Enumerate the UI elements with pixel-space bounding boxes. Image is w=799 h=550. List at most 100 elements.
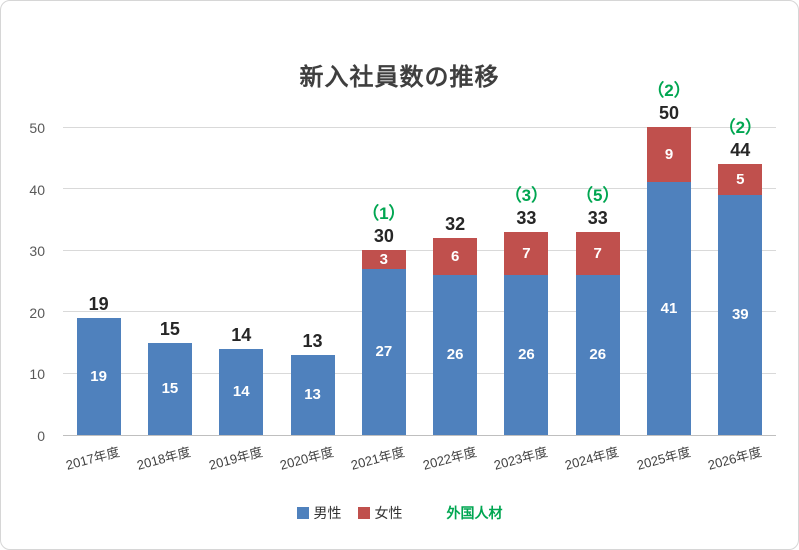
x-axis-slot: 2022年度 — [419, 438, 490, 488]
segment-value-label: 19 — [90, 368, 107, 385]
segment-value-label: 27 — [375, 343, 393, 361]
bar-stack: 6 26 — [433, 237, 478, 435]
x-axis-label: 2019年度 — [207, 444, 264, 473]
segment-value-label: 15 — [161, 380, 179, 398]
bar-stack: 5 39 — [718, 164, 763, 435]
x-axis-slot: 2021年度 — [348, 438, 419, 488]
foreign-count-label: （3） — [504, 185, 549, 205]
bar-group: 15 15 — [134, 128, 205, 435]
x-axis-slot: 2020年度 — [277, 438, 348, 488]
gridline — [63, 249, 776, 251]
segment-value-label: 9 — [664, 146, 674, 164]
bar-segment-male: 39 — [718, 194, 763, 435]
segment-value-label: 13 — [304, 386, 321, 404]
gridline — [63, 127, 776, 128]
x-axis-label: 2026年度 — [706, 444, 764, 473]
total-value-label: 13 — [302, 330, 323, 351]
female-color-swatch — [357, 507, 370, 519]
bar-segment-male: 14 — [219, 348, 264, 435]
bar-segment-male: 13 — [290, 354, 335, 435]
y-axis: 0 10 20 30 40 50 — [1, 120, 53, 444]
bar-stack: 9 41 — [647, 127, 692, 435]
x-axis-slot: 2017年度 — [63, 438, 134, 488]
bar-group: 19 19 — [63, 128, 134, 435]
bar-group: 14 14 — [206, 128, 277, 435]
bar-stack: 3 27 — [361, 250, 406, 435]
total-value-label: 33 — [587, 207, 608, 228]
bar-segment-male: 26 — [433, 274, 478, 435]
bar-segment-female: 3 — [361, 250, 406, 269]
x-axis-slot: 2018年度 — [134, 438, 205, 488]
bar-group: 13 13 — [277, 128, 348, 435]
x-axis-slot: 2019年度 — [206, 438, 277, 488]
x-axis-label: 2022年度 — [420, 444, 478, 473]
legend-label-male: 男性 — [313, 505, 342, 521]
bar-segment-male: 41 — [647, 182, 692, 435]
total-value-label: 30 — [373, 226, 394, 247]
x-axis: 2017年度 2018年度 2019年度 2020年度 2021年度 2022年度 2023… — [63, 438, 776, 488]
bar-segment-male: 26 — [504, 274, 549, 435]
gridline — [63, 188, 776, 190]
bar-stack: 7 26 — [504, 231, 549, 435]
x-axis-slot: 2025年度 — [633, 438, 704, 488]
male-color-swatch — [296, 507, 309, 519]
total-value-label: 14 — [231, 324, 252, 345]
segment-value-label: 3 — [379, 250, 388, 268]
bar-group: （2） 44 5 39 — [705, 118, 776, 435]
total-value-label: 19 — [88, 294, 109, 314]
foreign-count-label: （2） — [718, 118, 763, 138]
x-axis-label: 2018年度 — [135, 444, 193, 473]
bar-segment-male: 19 — [76, 318, 121, 435]
x-axis-label: 2025年度 — [634, 444, 692, 473]
bar-group: （3） 33 7 26 — [491, 128, 562, 435]
segment-value-label: 26 — [589, 346, 607, 364]
segment-value-label: 26 — [518, 346, 535, 364]
x-axis-slot: 2026年度 — [705, 438, 776, 488]
legend-label-female: 女性 — [374, 505, 403, 521]
y-tick-label: 30 — [29, 243, 45, 260]
segment-value-label: 39 — [731, 306, 749, 324]
bar-segment-female: 5 — [718, 164, 763, 195]
y-tick-label: 20 — [29, 304, 45, 321]
y-tick-label: 40 — [29, 181, 45, 198]
bar-segment-male: 27 — [361, 268, 406, 435]
bar-stack: 19 — [76, 318, 121, 435]
x-axis-label: 2017年度 — [64, 444, 122, 473]
total-value-label: 32 — [445, 213, 466, 234]
x-axis-slot: 2023年度 — [491, 438, 562, 488]
bar-segment-male: 15 — [147, 342, 192, 435]
bar-segment-female: 6 — [433, 237, 478, 275]
bar-segment-female: 7 — [575, 231, 620, 275]
bar-segment-female: 9 — [647, 127, 692, 183]
x-axis-label: 2023年度 — [492, 444, 550, 473]
legend-item-foreign: 外国人材 — [419, 503, 503, 523]
bar-segment-male: 26 — [575, 274, 620, 435]
y-tick-label: 50 — [29, 120, 45, 136]
segment-value-label: 5 — [736, 170, 745, 188]
foreign-count-label: （5） — [575, 185, 620, 205]
x-axis-slot: 2024年度 — [562, 438, 633, 488]
bar-stack: 14 — [219, 348, 264, 435]
segment-value-label: 41 — [660, 300, 678, 318]
total-value-label: 44 — [730, 140, 751, 161]
bar-stack: 7 26 — [575, 231, 620, 435]
legend-item-female: 女性 — [357, 503, 403, 523]
bar-stack: 15 — [147, 342, 192, 435]
segment-value-label: 7 — [522, 244, 531, 262]
bars-container: 19 19 15 15 14 14 13 13 （1） 30 3 27 32 6 26 （3） 33 7 26 （5）… — [63, 81, 776, 435]
bar-group: （2） 50 9 41 — [633, 81, 704, 435]
legend: 男性 女性 外国人材 — [1, 503, 798, 523]
segment-value-label: 7 — [593, 244, 602, 262]
bar-segment-female: 7 — [504, 231, 549, 275]
chart-title: 新入社員数の推移 — [299, 64, 500, 91]
y-tick-label: 10 — [29, 366, 45, 383]
bar-group: （5） 33 7 26 — [562, 128, 633, 435]
segment-value-label: 6 — [450, 247, 460, 265]
y-tick-label: 0 — [37, 428, 45, 444]
gridline — [63, 372, 776, 374]
plot-area: 19 19 15 15 14 14 13 13 （1） 30 3 27 32 6 26 （3） 33 7 26 （5）… — [63, 81, 776, 436]
segment-value-label: 26 — [446, 346, 464, 364]
bar-stack: 13 — [290, 354, 335, 435]
bar-group: （1） 30 3 27 — [348, 128, 419, 435]
